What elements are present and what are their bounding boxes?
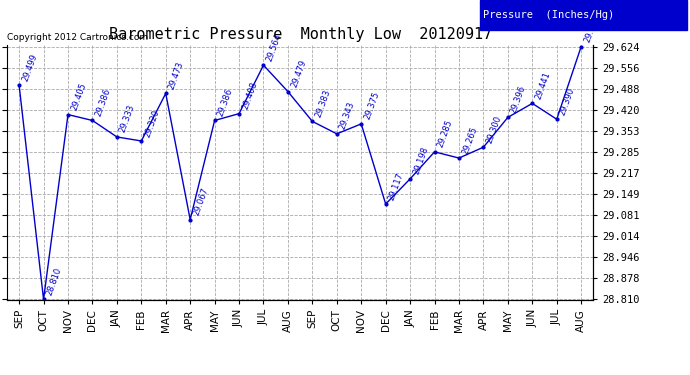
Text: 29.067: 29.067 <box>192 186 210 217</box>
Text: 29.320: 29.320 <box>143 108 161 138</box>
Text: 29.386: 29.386 <box>216 87 235 118</box>
Text: 29.265: 29.265 <box>460 125 479 155</box>
Text: 29.198: 29.198 <box>411 146 430 176</box>
Text: 29.564: 29.564 <box>265 32 284 62</box>
Title: Barometric Pressure  Monthly Low  20120917: Barometric Pressure Monthly Low 20120917 <box>108 27 492 42</box>
Text: 29.479: 29.479 <box>289 58 308 89</box>
Text: 29.408: 29.408 <box>240 81 259 111</box>
Text: 29.405: 29.405 <box>70 82 88 112</box>
Text: 29.375: 29.375 <box>363 91 381 121</box>
Text: Pressure  (Inches/Hg): Pressure (Inches/Hg) <box>483 10 614 20</box>
Text: Copyright 2012 Cartronics.com: Copyright 2012 Cartronics.com <box>7 33 148 42</box>
Text: 29.499: 29.499 <box>21 53 39 82</box>
Text: 28.810: 28.810 <box>45 266 63 297</box>
Text: 29.473: 29.473 <box>167 60 186 91</box>
Text: 29.624: 29.624 <box>582 13 601 44</box>
Text: 29.300: 29.300 <box>485 114 503 144</box>
Text: 29.390: 29.390 <box>558 86 577 117</box>
Text: 29.117: 29.117 <box>387 171 406 201</box>
Text: 29.383: 29.383 <box>314 88 332 118</box>
Text: 29.396: 29.396 <box>509 84 528 115</box>
Text: 29.343: 29.343 <box>338 100 357 131</box>
Text: 29.386: 29.386 <box>94 87 112 118</box>
Text: 29.441: 29.441 <box>533 70 552 100</box>
Text: 29.285: 29.285 <box>436 119 454 149</box>
Text: 29.333: 29.333 <box>118 104 137 134</box>
